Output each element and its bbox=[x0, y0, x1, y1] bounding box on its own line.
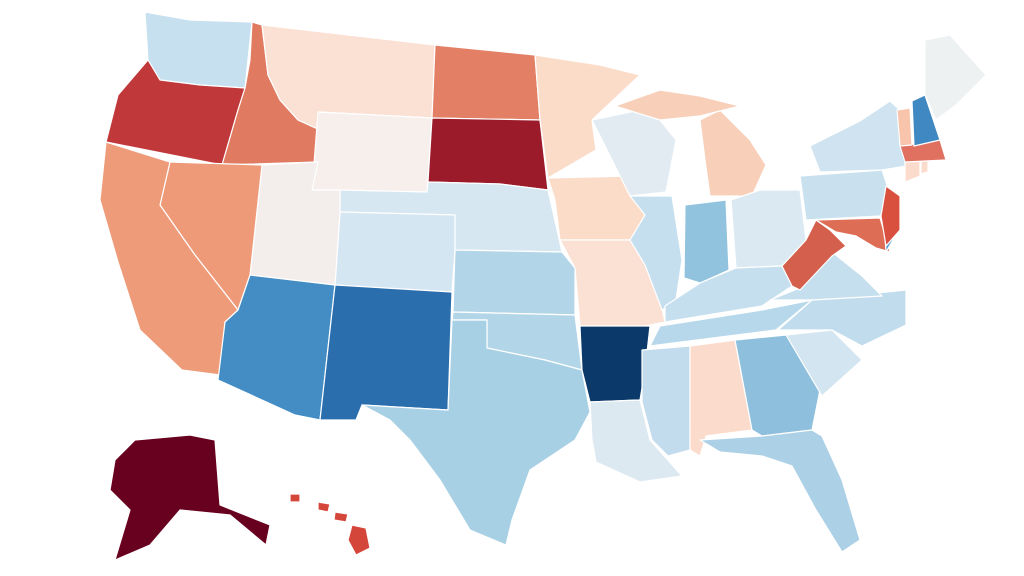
state-sc bbox=[785, 329, 863, 397]
state-tx bbox=[361, 319, 591, 546]
state-fl bbox=[699, 429, 861, 553]
state-shape-in bbox=[683, 199, 730, 284]
state-vt bbox=[896, 107, 913, 147]
state-mn bbox=[534, 54, 641, 179]
state-ks bbox=[452, 249, 576, 316]
state-wy bbox=[311, 111, 433, 193]
state-shape-mi bbox=[614, 89, 741, 121]
state-me bbox=[924, 34, 987, 121]
state-shape-mi bbox=[699, 109, 767, 197]
state-shape-nj bbox=[880, 185, 901, 247]
state-ny bbox=[809, 100, 907, 173]
state-co bbox=[334, 211, 456, 293]
state-shape-ak bbox=[109, 434, 271, 561]
state-il bbox=[629, 195, 683, 311]
state-shape-il bbox=[629, 195, 683, 311]
state-shape-ar bbox=[579, 325, 651, 403]
state-in bbox=[683, 199, 730, 284]
state-wv bbox=[781, 219, 847, 291]
state-shape-pa bbox=[799, 169, 893, 221]
state-sd bbox=[427, 117, 549, 191]
state-shape-me bbox=[924, 34, 987, 121]
state-shape-la bbox=[589, 399, 683, 483]
state-ak bbox=[109, 434, 271, 561]
state-shape-ks bbox=[452, 249, 576, 316]
state-shape-mn bbox=[534, 54, 641, 179]
state-shape-md bbox=[815, 217, 891, 253]
state-shape-tx bbox=[361, 319, 591, 546]
state-shape-sd bbox=[427, 117, 549, 191]
state-shape-hi bbox=[289, 493, 301, 503]
state-nm bbox=[319, 284, 453, 421]
state-shape-ri bbox=[920, 159, 929, 175]
state-shape-tn bbox=[649, 299, 813, 347]
state-nd bbox=[431, 44, 541, 121]
state-mi bbox=[614, 89, 767, 197]
state-wa bbox=[144, 11, 253, 89]
state-shape-sc bbox=[785, 329, 863, 397]
state-shape-hi bbox=[317, 501, 331, 513]
state-shape-nh bbox=[911, 94, 941, 147]
state-shape-ny bbox=[809, 100, 907, 173]
state-shape-ct bbox=[904, 159, 921, 183]
state-shape-hi bbox=[347, 524, 371, 556]
state-nh bbox=[911, 94, 941, 147]
state-md bbox=[815, 217, 891, 253]
state-shape-fl bbox=[699, 429, 861, 553]
state-hi bbox=[289, 493, 371, 556]
state-shape-co bbox=[334, 211, 456, 293]
state-ri bbox=[920, 159, 929, 175]
state-nj bbox=[880, 185, 901, 247]
state-shape-wv bbox=[781, 219, 847, 291]
state-shape-hi bbox=[333, 511, 349, 523]
state-shape-nm bbox=[319, 284, 453, 421]
state-shape-wy bbox=[311, 111, 433, 193]
state-pa bbox=[799, 169, 893, 221]
state-ct bbox=[904, 159, 921, 183]
state-shape-vt bbox=[896, 107, 913, 147]
state-shape-wa bbox=[144, 11, 253, 89]
state-ar bbox=[579, 325, 651, 403]
state-tn bbox=[649, 299, 813, 347]
state-shape-nd bbox=[431, 44, 541, 121]
state-la bbox=[589, 399, 683, 483]
